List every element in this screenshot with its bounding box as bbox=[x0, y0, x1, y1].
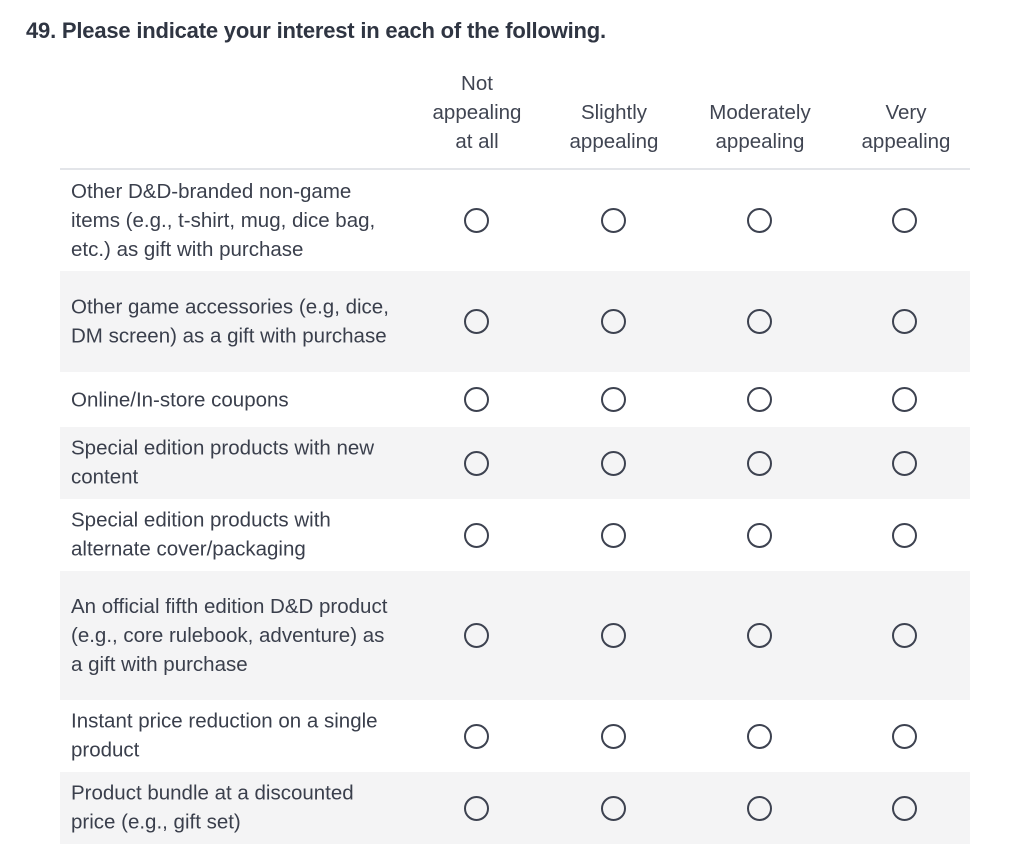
radio-slightly-appealing[interactable] bbox=[600, 208, 626, 233]
radio-very-appealing[interactable] bbox=[891, 450, 917, 476]
row-label: Special edition products with alternate … bbox=[71, 508, 331, 561]
matrix-row: Special edition products with alternate … bbox=[60, 499, 970, 571]
row-label: Instant price reduction on a single prod… bbox=[71, 709, 378, 762]
rating-matrix: Not appealing at all Slightly appealing … bbox=[60, 66, 970, 844]
radio-not-appealing[interactable] bbox=[463, 450, 489, 476]
radio-not-appealing[interactable] bbox=[463, 723, 489, 749]
row-label: Online/In-store coupons bbox=[71, 387, 289, 411]
radio-very-appealing[interactable] bbox=[891, 623, 917, 648]
matrix-row: Product bundle at a discounted price (e.… bbox=[60, 772, 970, 844]
matrix-row: Online/In-store coupons bbox=[60, 372, 970, 427]
matrix-header: Not appealing at all Slightly appealing … bbox=[60, 66, 970, 170]
radio-very-appealing[interactable] bbox=[891, 208, 917, 233]
row-label: Other D&D-branded non-game items (e.g., … bbox=[71, 179, 376, 262]
radio-slightly-appealing[interactable] bbox=[600, 795, 626, 821]
column-header-moderately-appealing: Moderately appealing bbox=[709, 101, 811, 153]
radio-moderately-appealing[interactable] bbox=[746, 450, 772, 476]
radio-moderately-appealing[interactable] bbox=[746, 208, 772, 233]
radio-not-appealing[interactable] bbox=[463, 795, 489, 821]
row-label: Product bundle at a discounted price (e.… bbox=[71, 781, 354, 834]
radio-not-appealing[interactable] bbox=[463, 522, 489, 548]
radio-slightly-appealing[interactable] bbox=[600, 623, 626, 648]
radio-very-appealing[interactable] bbox=[891, 795, 917, 821]
radio-slightly-appealing[interactable] bbox=[600, 309, 626, 334]
radio-not-appealing[interactable] bbox=[463, 208, 489, 233]
column-header-very-appealing: Very appealing bbox=[861, 101, 951, 153]
matrix-row: Other D&D-branded non-game items (e.g., … bbox=[60, 170, 970, 271]
radio-very-appealing[interactable] bbox=[891, 309, 917, 334]
radio-moderately-appealing[interactable] bbox=[746, 387, 772, 412]
radio-very-appealing[interactable] bbox=[891, 522, 917, 548]
radio-slightly-appealing[interactable] bbox=[600, 522, 626, 548]
matrix-row: Special edition products with new conten… bbox=[60, 427, 970, 499]
radio-slightly-appealing[interactable] bbox=[600, 387, 626, 412]
matrix-row: An official fifth edition D&D product (e… bbox=[60, 571, 970, 700]
radio-moderately-appealing[interactable] bbox=[746, 623, 772, 648]
question-title: 49. Please indicate your interest in eac… bbox=[26, 18, 606, 43]
radio-moderately-appealing[interactable] bbox=[746, 522, 772, 548]
row-label: Special edition products with new conten… bbox=[71, 436, 375, 489]
matrix-row: Instant price reduction on a single prod… bbox=[60, 700, 970, 772]
column-header-not-appealing: Not appealing at all bbox=[432, 72, 522, 153]
column-header-slightly-appealing: Slightly appealing bbox=[569, 101, 659, 153]
radio-moderately-appealing[interactable] bbox=[746, 723, 772, 749]
row-label: An official fifth edition D&D product (e… bbox=[71, 594, 388, 677]
radio-not-appealing[interactable] bbox=[463, 309, 489, 334]
radio-not-appealing[interactable] bbox=[463, 623, 489, 648]
matrix-row: Other game accessories (e.g, dice, DM sc… bbox=[60, 271, 970, 372]
radio-very-appealing[interactable] bbox=[891, 723, 917, 749]
row-label: Other game accessories (e.g, dice, DM sc… bbox=[71, 295, 389, 348]
radio-slightly-appealing[interactable] bbox=[600, 450, 626, 476]
radio-very-appealing[interactable] bbox=[891, 387, 917, 412]
radio-slightly-appealing[interactable] bbox=[600, 723, 626, 749]
radio-moderately-appealing[interactable] bbox=[746, 309, 772, 334]
radio-moderately-appealing[interactable] bbox=[746, 795, 772, 821]
radio-not-appealing[interactable] bbox=[463, 387, 489, 412]
